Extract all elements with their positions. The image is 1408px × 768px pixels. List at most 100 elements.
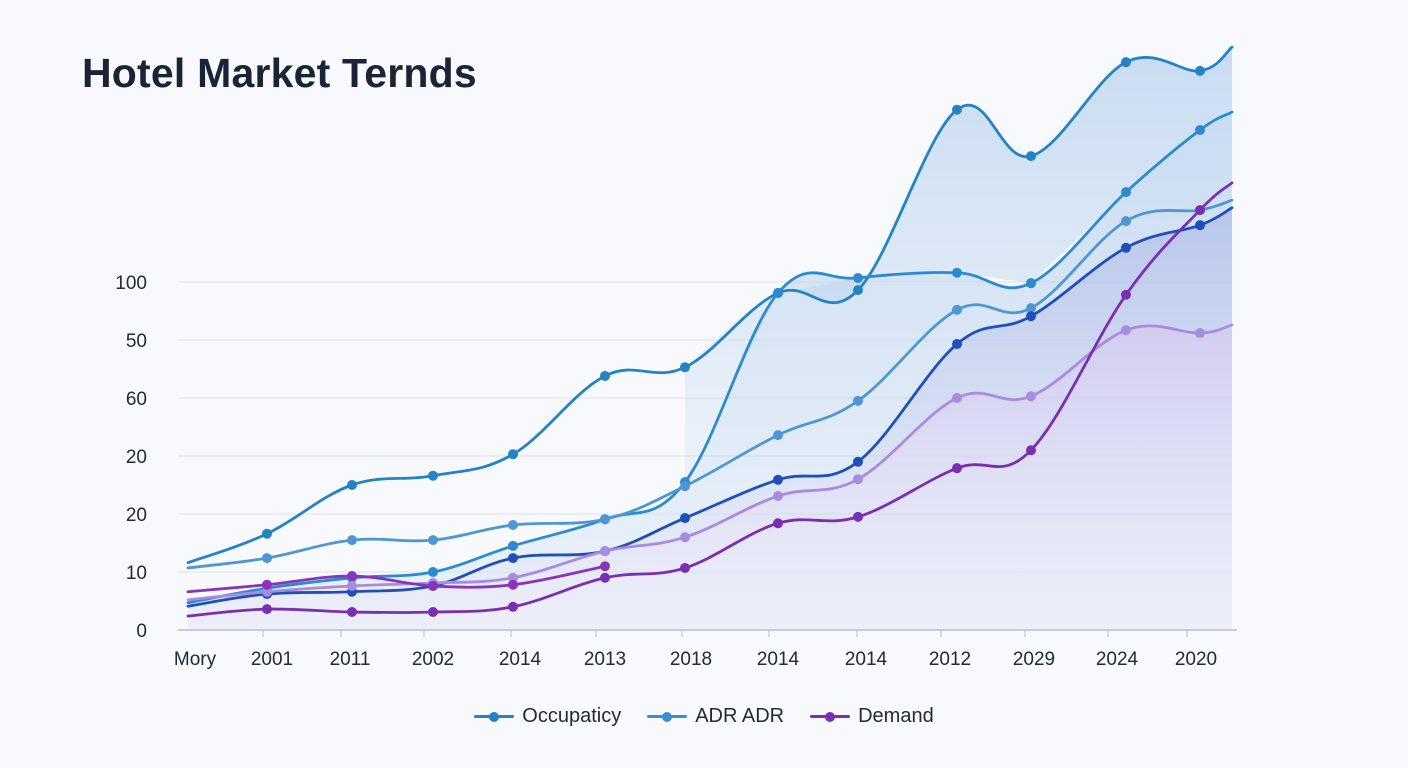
data-point[interactable] [1121, 325, 1131, 336]
data-point[interactable] [347, 535, 357, 546]
data-point[interactable] [773, 491, 783, 502]
data-point[interactable] [428, 470, 438, 481]
chart-title: Hotel Market Ternds [82, 50, 477, 96]
data-point[interactable] [680, 562, 690, 573]
data-point[interactable] [428, 607, 438, 618]
data-point[interactable] [680, 481, 690, 492]
y-tick-label: 50 [126, 331, 147, 352]
data-point[interactable] [680, 362, 690, 373]
data-point[interactable] [1026, 445, 1036, 456]
series-line-2 [186, 198, 1234, 570]
area-fill-occupancy [685, 47, 1232, 483]
data-point[interactable] [600, 514, 610, 525]
data-point[interactable] [853, 474, 863, 485]
data-point[interactable] [1195, 220, 1205, 231]
data-point[interactable] [1195, 205, 1205, 216]
series-line-1 [186, 110, 1234, 605]
data-point[interactable] [773, 430, 783, 441]
x-tick-label: 2014 [845, 649, 888, 670]
data-point[interactable] [600, 370, 610, 381]
y-tick-label: 100 [115, 273, 147, 294]
data-point[interactable] [853, 395, 863, 406]
data-point[interactable] [952, 339, 962, 350]
data-point[interactable] [952, 304, 962, 315]
x-tick-label: 2014 [499, 649, 542, 670]
data-point[interactable] [428, 580, 438, 591]
area-fills [188, 47, 1232, 630]
data-point[interactable] [773, 518, 783, 529]
series-line-5 [186, 181, 1234, 618]
x-tick-label: 2001 [251, 649, 293, 670]
data-point[interactable] [1026, 278, 1036, 289]
y-tick-label: 10 [126, 563, 147, 584]
series-lines [186, 45, 1234, 618]
data-point[interactable] [680, 532, 690, 543]
data-point[interactable] [853, 272, 863, 283]
legend-item-demand[interactable]: Demand [810, 705, 934, 728]
data-point[interactable] [853, 285, 863, 296]
data-point[interactable] [262, 579, 272, 590]
x-tick-label: 2024 [1096, 649, 1139, 670]
data-point[interactable] [1026, 303, 1036, 314]
x-tick-label: 2002 [412, 649, 454, 670]
x-tick-label: Mory [174, 649, 217, 670]
data-point[interactable] [952, 104, 962, 115]
data-point[interactable] [347, 480, 357, 490]
data-point[interactable] [952, 393, 962, 403]
data-point[interactable] [1026, 311, 1036, 322]
data-point[interactable] [508, 449, 518, 460]
data-point[interactable] [1026, 391, 1036, 402]
data-point[interactable] [428, 535, 438, 546]
data-point[interactable] [262, 528, 272, 539]
data-point[interactable] [262, 553, 272, 564]
data-point[interactable] [508, 579, 518, 590]
data-point[interactable] [600, 572, 610, 583]
legend-swatch-icon [810, 711, 851, 722]
data-point[interactable] [428, 567, 438, 577]
x-tick-label: 2014 [757, 649, 800, 670]
x-tick-label: 2018 [670, 649, 712, 670]
series-line-3 [186, 206, 1234, 608]
data-point[interactable] [952, 267, 962, 278]
data-point[interactable] [347, 607, 357, 618]
data-point[interactable] [347, 580, 357, 591]
data-point[interactable] [853, 511, 863, 522]
data-point[interactable] [773, 288, 783, 299]
data-point[interactable] [508, 540, 518, 551]
data-point[interactable] [853, 456, 863, 467]
data-point[interactable] [1195, 125, 1205, 136]
y-tick-label: 0 [136, 621, 147, 642]
legend-item-occupancy[interactable]: Occupaticy [474, 705, 621, 728]
data-point[interactable] [262, 586, 272, 597]
data-point[interactable] [1121, 57, 1131, 68]
data-point[interactable] [1195, 65, 1205, 76]
data-point[interactable] [508, 553, 518, 564]
data-point[interactable] [508, 601, 518, 612]
data-point[interactable] [680, 513, 690, 524]
legend-item-adr[interactable]: ADR ADR [647, 705, 784, 728]
x-tick-label: 2020 [1175, 649, 1217, 670]
data-point[interactable] [508, 520, 518, 531]
x-tick-label: 2029 [1013, 649, 1055, 670]
data-point[interactable] [773, 474, 783, 485]
data-point[interactable] [1121, 187, 1131, 198]
data-point[interactable] [952, 463, 962, 474]
legend-label: Demand [858, 705, 934, 727]
data-point[interactable] [347, 571, 357, 582]
data-point[interactable] [508, 572, 518, 583]
data-point[interactable] [1121, 289, 1131, 300]
data-point[interactable] [262, 604, 272, 615]
data-point[interactable] [600, 561, 610, 572]
data-point[interactable] [1121, 242, 1131, 253]
legend-label: ADR ADR [695, 705, 785, 727]
data-point[interactable] [1195, 328, 1205, 339]
data-point[interactable] [1026, 151, 1036, 162]
data-point[interactable] [1121, 216, 1131, 227]
area-fill-lavender [188, 324, 1232, 630]
legend: Occupaticy ADR ADR Demand [0, 705, 1408, 728]
series-line-0 [186, 45, 1234, 565]
data-point[interactable] [600, 546, 610, 557]
legend-swatch-icon [647, 711, 688, 722]
